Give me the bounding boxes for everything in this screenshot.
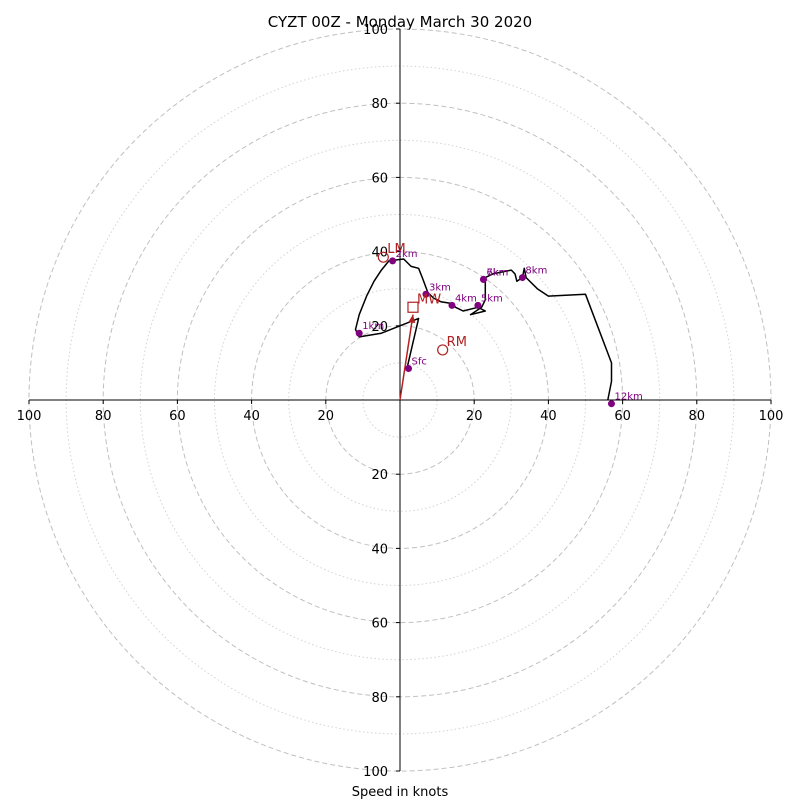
height-marker-dot bbox=[389, 257, 397, 265]
height-marker-label: Sfc bbox=[412, 356, 427, 367]
storm-motion-label: MW bbox=[417, 292, 441, 307]
height-marker-dot bbox=[479, 275, 487, 283]
height-marker-dot bbox=[422, 290, 430, 298]
height-marker-dot bbox=[355, 329, 363, 337]
height-marker-label: 1km bbox=[362, 321, 384, 332]
wind-trace bbox=[354, 258, 613, 401]
storm-motion-label: LM bbox=[387, 242, 405, 257]
height-marker-label: 8km bbox=[525, 266, 547, 277]
storm-vector bbox=[399, 314, 416, 401]
storm-motion-marker bbox=[437, 344, 449, 356]
hodograph-trace bbox=[354, 258, 613, 401]
mean-wind-vector bbox=[399, 314, 414, 401]
height-marker-dot bbox=[405, 364, 413, 372]
tick-label-down: 100 bbox=[363, 765, 388, 780]
storm-motion-marker bbox=[377, 251, 389, 263]
height-marker-dot bbox=[448, 301, 456, 309]
height-marker-label: 5km bbox=[481, 293, 503, 304]
chart-title: CYZT 00Z - Monday March 30 2020 bbox=[268, 13, 532, 31]
height-marker-label: 3km bbox=[429, 282, 451, 293]
tick-label-right: 60 bbox=[614, 409, 631, 424]
tick-label-down: 40 bbox=[371, 542, 388, 557]
tick-label-right: 80 bbox=[689, 409, 706, 424]
tick-label-up: 60 bbox=[371, 171, 388, 186]
tick-label-down: 80 bbox=[371, 691, 388, 706]
height-marker-label: 2km bbox=[396, 249, 418, 260]
vector-arrowhead bbox=[408, 314, 416, 324]
x-axis-label: Speed in knots bbox=[352, 785, 449, 800]
tick-label-right: 40 bbox=[540, 409, 557, 424]
height-marker-dot bbox=[518, 274, 526, 282]
tick-label-left: 80 bbox=[95, 409, 112, 424]
height-marker-dot bbox=[607, 400, 615, 408]
tick-labels: 2020202040404040606060608080808010010010… bbox=[17, 23, 784, 780]
mean-wind-marker bbox=[407, 301, 419, 313]
tick-label-down: 20 bbox=[371, 468, 388, 483]
height-marker-label: 7km bbox=[486, 267, 508, 278]
tick-label-left: 40 bbox=[243, 409, 260, 424]
storm-motions: LM RM MW bbox=[377, 242, 467, 356]
tick-label-right: 100 bbox=[759, 409, 784, 424]
height-marker-label: 4km bbox=[455, 293, 477, 304]
tick-label-left: 60 bbox=[169, 409, 186, 424]
tick-label-left: 20 bbox=[318, 409, 335, 424]
height-marker-dot bbox=[474, 301, 482, 309]
storm-motion-label: RM bbox=[447, 335, 467, 350]
tick-label-up: 20 bbox=[371, 320, 388, 335]
tick-label-left: 100 bbox=[17, 409, 42, 424]
height-marker-label: 12km bbox=[614, 392, 642, 403]
tick-label-right: 20 bbox=[466, 409, 483, 424]
tick-label-down: 60 bbox=[371, 617, 388, 632]
tick-label-up: 80 bbox=[371, 97, 388, 112]
tick-label-up: 100 bbox=[363, 23, 388, 38]
height-marker-label: 6km bbox=[486, 267, 508, 278]
